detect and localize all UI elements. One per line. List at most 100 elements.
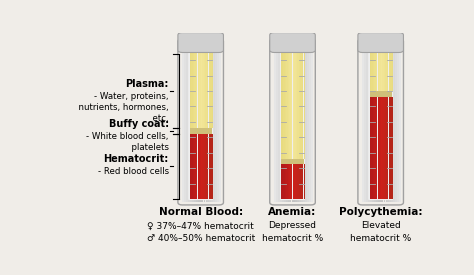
Bar xyxy=(291,164,292,199)
Text: Elevated: Elevated xyxy=(361,221,401,230)
Text: Buffy coat:: Buffy coat: xyxy=(109,119,169,129)
Bar xyxy=(198,45,199,128)
Bar xyxy=(302,164,303,199)
Bar xyxy=(311,42,313,202)
Text: - Water, proteins,
  nutrients, hormones,
  etc.: - Water, proteins, nutrients, hormones, … xyxy=(73,92,169,123)
Bar xyxy=(211,42,213,202)
Bar xyxy=(280,42,282,202)
Bar xyxy=(297,42,299,202)
Bar xyxy=(210,134,211,199)
Bar xyxy=(193,45,194,128)
Bar xyxy=(198,134,199,199)
Bar xyxy=(309,42,311,202)
Bar xyxy=(370,97,371,199)
Bar xyxy=(389,45,390,91)
Bar xyxy=(190,42,192,202)
Bar xyxy=(186,42,188,202)
Bar xyxy=(190,134,191,199)
Bar xyxy=(206,42,207,202)
Bar xyxy=(381,97,382,199)
Bar xyxy=(212,45,213,128)
Bar xyxy=(192,42,194,202)
Bar xyxy=(198,42,200,202)
Bar xyxy=(209,134,210,199)
Bar xyxy=(288,164,289,199)
Bar xyxy=(301,164,302,199)
Bar xyxy=(389,97,390,199)
Bar xyxy=(390,97,392,199)
Bar xyxy=(219,42,221,202)
FancyBboxPatch shape xyxy=(188,43,213,200)
Bar xyxy=(210,42,211,202)
Bar xyxy=(199,45,201,128)
Bar xyxy=(376,97,377,199)
Bar xyxy=(293,42,295,202)
Text: Depressed: Depressed xyxy=(268,221,317,230)
Bar xyxy=(284,42,286,202)
Bar xyxy=(372,42,374,202)
Bar xyxy=(289,45,291,159)
Text: hematocrit %: hematocrit % xyxy=(262,234,323,243)
Bar xyxy=(291,45,292,159)
Bar xyxy=(305,42,307,202)
Bar xyxy=(399,42,401,202)
Bar xyxy=(282,45,283,159)
Bar xyxy=(285,45,286,159)
Bar xyxy=(377,97,379,199)
Bar xyxy=(374,97,376,199)
Bar xyxy=(215,42,217,202)
Bar xyxy=(295,42,297,202)
Bar xyxy=(294,164,296,199)
Bar xyxy=(376,45,377,91)
Bar xyxy=(292,164,294,199)
Bar xyxy=(303,45,305,159)
Bar xyxy=(200,42,201,202)
Bar xyxy=(199,134,201,199)
Bar xyxy=(193,134,194,199)
Bar xyxy=(286,42,288,202)
Bar xyxy=(194,42,196,202)
Bar xyxy=(188,42,190,202)
Bar xyxy=(307,42,309,202)
Bar xyxy=(210,45,211,128)
Bar xyxy=(296,164,297,199)
Bar xyxy=(292,42,293,202)
Bar xyxy=(217,42,219,202)
Text: Anemia:: Anemia: xyxy=(268,207,317,217)
Bar xyxy=(209,45,210,128)
Bar xyxy=(201,134,202,199)
Bar xyxy=(286,45,288,159)
Bar xyxy=(288,42,290,202)
Bar xyxy=(204,134,205,199)
Bar xyxy=(387,97,389,199)
Bar xyxy=(297,164,299,199)
Bar xyxy=(380,42,382,202)
Bar xyxy=(371,45,373,91)
Bar xyxy=(301,45,302,159)
Bar xyxy=(385,97,387,199)
Bar xyxy=(213,42,215,202)
Bar xyxy=(282,42,284,202)
Bar xyxy=(381,45,382,91)
Bar xyxy=(387,42,389,202)
Bar xyxy=(283,164,284,199)
Bar xyxy=(395,42,397,202)
Bar xyxy=(299,164,301,199)
Bar xyxy=(373,45,374,91)
Bar xyxy=(182,42,184,202)
Bar xyxy=(299,45,301,159)
Bar xyxy=(382,42,383,202)
Bar xyxy=(190,45,191,128)
Bar xyxy=(392,97,393,199)
FancyBboxPatch shape xyxy=(178,32,223,53)
Text: Plasma:: Plasma: xyxy=(125,79,169,89)
Text: Normal Blood:: Normal Blood: xyxy=(159,207,243,217)
Bar xyxy=(191,45,193,128)
Bar xyxy=(393,42,395,202)
Bar xyxy=(376,42,378,202)
Bar xyxy=(371,97,373,199)
Text: - White blood cells,
  platelets: - White blood cells, platelets xyxy=(86,132,169,152)
Bar xyxy=(203,42,205,202)
Bar xyxy=(382,97,384,199)
Bar xyxy=(207,134,209,199)
